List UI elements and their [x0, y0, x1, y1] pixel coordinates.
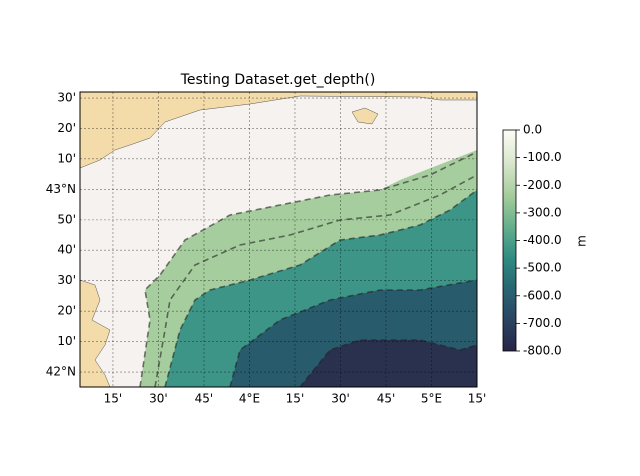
- colorbar-tick-label: -300.0: [523, 205, 562, 219]
- y-tick-label: 30': [57, 273, 76, 287]
- colorbar-tick-label: -800.0: [523, 344, 562, 358]
- land: [80, 279, 111, 387]
- colorbar-tick-label: -200.0: [523, 178, 562, 192]
- x-tick-label: 4°E: [239, 392, 260, 406]
- colorbar: [502, 129, 517, 352]
- y-tick-label: 42°N: [46, 365, 76, 379]
- y-tick-label: 40': [57, 243, 76, 257]
- y-tick-label: 10': [57, 151, 76, 165]
- x-tick-label: 30': [149, 392, 168, 406]
- x-tick-label: 15': [104, 392, 123, 406]
- contour: [164, 189, 477, 387]
- colorbar-tick-label: -500.0: [523, 261, 562, 275]
- y-tick-label: 43°N: [46, 182, 76, 196]
- y-tick-label: 20': [57, 304, 76, 318]
- colorbar-label: m: [575, 235, 589, 247]
- contour: [229, 279, 477, 387]
- map-frame: [79, 91, 478, 388]
- y-tick-label: 10': [57, 334, 76, 348]
- colorbar-tick-label: -100.0: [523, 150, 562, 164]
- colorbar-tick-label: -700.0: [523, 316, 562, 330]
- map-title: Testing Dataset.get_depth(): [180, 72, 376, 88]
- contour: [139, 151, 477, 387]
- y-tick-label: 30': [57, 91, 76, 105]
- y-tick-label: 50': [57, 212, 76, 226]
- x-tick-label: 5°E: [421, 392, 442, 406]
- island: [351, 107, 379, 125]
- contour: [299, 339, 477, 387]
- colorbar-tick-label: 0.0: [523, 123, 542, 137]
- x-tick-label: 45': [377, 392, 396, 406]
- grid: [80, 92, 477, 387]
- land: [80, 92, 477, 169]
- contour: [154, 174, 477, 387]
- x-tick-label: 15': [286, 392, 305, 406]
- abyss: [300, 340, 477, 387]
- x-tick-label: 45': [195, 392, 214, 406]
- y-tick-label: 20': [57, 121, 76, 135]
- colorbar-tick-label: -600.0: [523, 288, 562, 302]
- x-tick-label: 15': [468, 392, 487, 406]
- x-tick-label: 30': [331, 392, 350, 406]
- colorbar-tick-label: -400.0: [523, 233, 562, 247]
- map-area: [80, 92, 477, 387]
